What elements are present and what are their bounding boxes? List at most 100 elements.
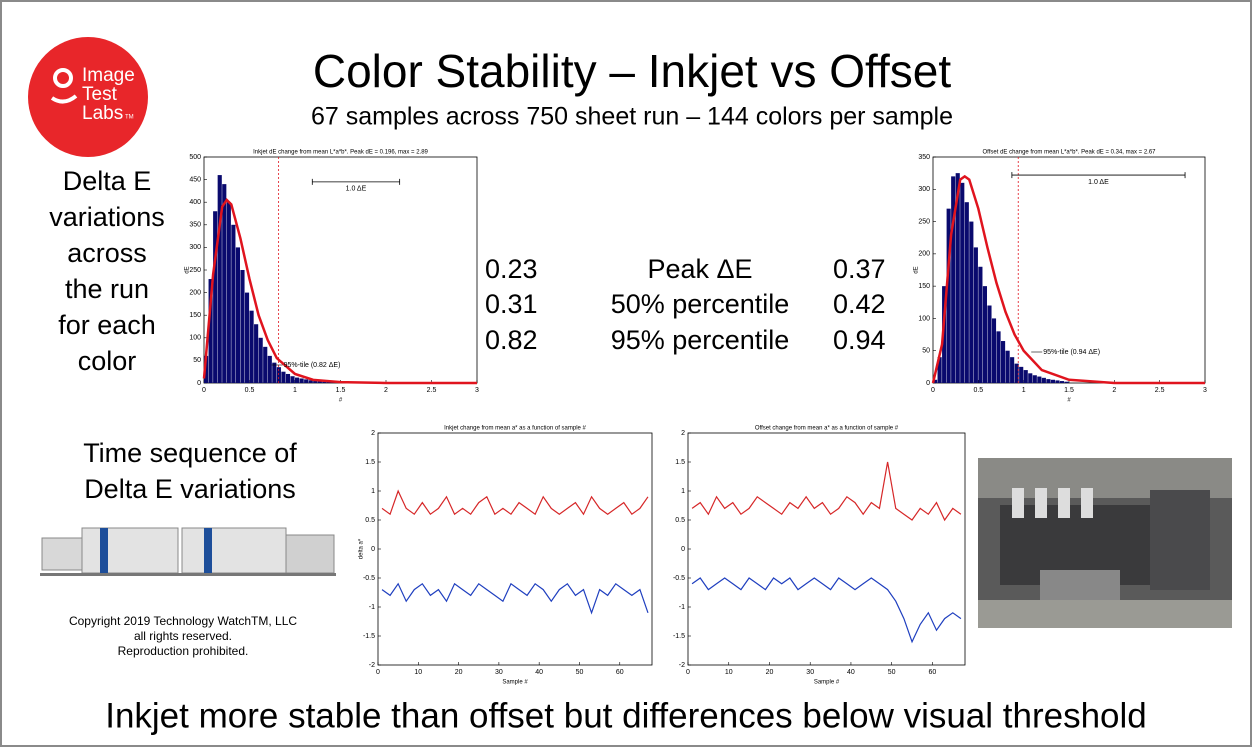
x-tick-label: 40 (535, 669, 543, 676)
bar (933, 379, 938, 383)
caption-line: color (78, 346, 137, 376)
x-tick-label: 40 (847, 669, 855, 676)
scale-bar-label: 1.0 ΔE (1088, 179, 1109, 186)
x-tick-label: 0 (686, 669, 690, 676)
bar (226, 202, 231, 383)
x-tick-label: 0.5 (245, 387, 255, 394)
y-tick-label: -1 (369, 604, 375, 611)
stat-value: 0.37 (833, 254, 886, 284)
chart-title: Inkjet dE change from mean L*a*b*. Peak … (253, 150, 428, 156)
bar (964, 202, 969, 383)
x-tick-label: 0 (202, 387, 206, 394)
bar (996, 331, 1001, 383)
bar (317, 381, 322, 383)
x-tick-label: 3 (1203, 387, 1207, 394)
bar (1037, 376, 1042, 383)
x-tick-label: 2.5 (1155, 387, 1165, 394)
x-tick-label: 0.5 (973, 387, 983, 394)
bar (1014, 363, 1019, 383)
footer: Inkjet more stable than offset but diffe… (105, 696, 1147, 735)
series-line (691, 461, 962, 522)
x-axis-label: # (339, 398, 343, 404)
x-tick-label: 3 (475, 387, 479, 394)
y-tick-label: 2 (371, 430, 375, 437)
chart-title: Offset change from mean a* as a function… (755, 426, 899, 432)
bar (1005, 350, 1010, 383)
logo-icon (50, 94, 78, 104)
bar (295, 377, 300, 383)
x-axis-label: Sample # (502, 680, 528, 686)
x-tick-label: 0 (376, 669, 380, 676)
bar (1032, 375, 1037, 383)
photo-part (1012, 488, 1024, 518)
stat-value: 0.42 (833, 289, 886, 319)
chart-title: Offset dE change from mean L*a*b*. Peak … (983, 150, 1157, 156)
y-tick-label: 100 (918, 315, 930, 322)
y-tick-label: 50 (922, 348, 930, 355)
bar (276, 367, 281, 383)
logo-circle (28, 37, 148, 157)
press-part (204, 528, 212, 573)
copyright-line: all rights reserved. (134, 629, 232, 643)
fit-curve (202, 197, 477, 385)
bar (213, 211, 218, 383)
title: Color Stability – Inkjet vs Offset (313, 45, 952, 97)
bar (955, 173, 960, 383)
x-axis-label: Sample # (814, 680, 840, 686)
press-part (285, 534, 335, 574)
bar (946, 208, 951, 383)
photo-part (978, 600, 1232, 628)
bar (222, 184, 227, 383)
y-tick-label: -2 (679, 662, 685, 669)
press-part (100, 528, 108, 573)
series-line (381, 489, 649, 516)
y-tick-label: 300 (189, 244, 201, 251)
y-tick-label: 1.5 (365, 459, 375, 466)
y-tick-label: -0.5 (363, 575, 375, 582)
threshold-label: 95%-tile (0.94 ΔE) (1043, 349, 1100, 356)
y-tick-label: 200 (918, 251, 930, 258)
inkjet-press-image (40, 527, 336, 576)
x-tick-label: 50 (888, 669, 896, 676)
press-part (40, 573, 336, 576)
bar (1046, 379, 1051, 383)
y-tick-label: 1.5 (675, 459, 685, 466)
photo-part (1035, 488, 1047, 518)
bar (987, 305, 992, 383)
bar (937, 357, 942, 383)
bar (322, 381, 327, 383)
logo: Image Test Labs TM (28, 37, 148, 157)
y-tick-label: 150 (189, 312, 201, 319)
bar (1041, 377, 1046, 383)
time-caption: Time sequence of Delta E variations (83, 438, 297, 504)
stat-value: 0.94 (833, 325, 886, 355)
x-tick-label: 10 (725, 669, 733, 676)
threshold-label: 95%-tile (0.82 ΔE) (284, 362, 341, 369)
y-tick-label: 0 (371, 546, 375, 553)
bar (973, 247, 978, 383)
stat-label: 95% percentile (611, 325, 790, 355)
y-tick-label: 150 (918, 283, 930, 290)
histogram-caption: Delta E variations across the run for ea… (49, 166, 165, 376)
x-tick-label: 2 (384, 387, 388, 394)
photo-part (1081, 488, 1093, 518)
caption-line: the run (65, 274, 149, 304)
x-axis-label: # (1067, 398, 1071, 404)
y-tick-label: 0 (926, 380, 930, 387)
bar (254, 324, 259, 383)
bar (272, 362, 277, 383)
y-tick-label: 350 (189, 222, 201, 229)
bar (208, 279, 213, 383)
stats-table: 0.23 Peak ΔE 0.37 0.31 50% percentile 0.… (485, 254, 886, 355)
y-axis-label: dE (914, 266, 920, 273)
bar (299, 378, 304, 383)
bar (313, 380, 318, 383)
bar (1064, 381, 1069, 383)
bar (235, 247, 240, 383)
series-line (381, 582, 649, 615)
x-tick-label: 1.5 (1064, 387, 1074, 394)
bar (1050, 379, 1055, 383)
press-part (81, 527, 179, 574)
y-tick-label: 1 (371, 488, 375, 495)
bar (1010, 357, 1015, 383)
